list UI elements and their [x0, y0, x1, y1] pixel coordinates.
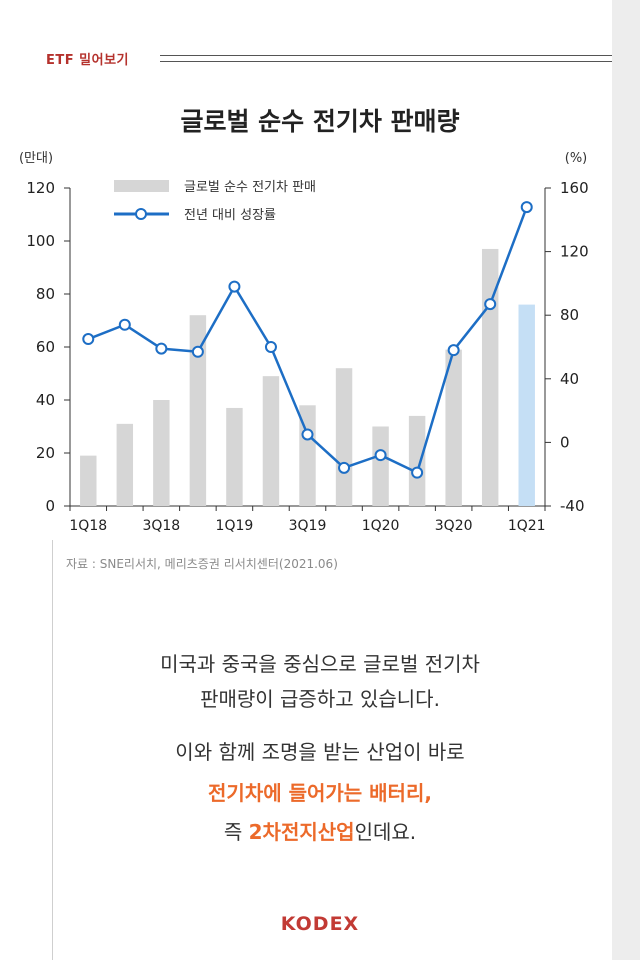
left-tick-label: 20 [36, 444, 55, 462]
legend-bar-label: 글로벌 순수 전기차 판매 [184, 180, 316, 195]
body-line-5: 즉 2차전지산업인데요. [0, 816, 640, 845]
source-note: 자료 : SNE리서치, 메리츠증권 리서치센터(2021.06) [66, 557, 338, 571]
side-strip [612, 0, 640, 960]
right-tick-label: 160 [560, 179, 589, 197]
bar [262, 376, 280, 506]
x-tick-label: 1Q20 [362, 518, 400, 534]
growth-point [118, 318, 131, 331]
chart: (만대) (%) 0 20 40 60 80 100 120 -40 0 40 80 120 160 1Q18… [19, 151, 589, 534]
bar [153, 400, 170, 506]
header-rule [160, 55, 612, 62]
x-tick-label: 3Q19 [289, 518, 327, 534]
bar [116, 423, 134, 506]
right-tick-label: 80 [560, 306, 579, 324]
bar [226, 407, 243, 506]
body-line-3: 이와 함께 조명을 받는 산업이 바로 [175, 740, 465, 764]
growth-point [374, 449, 387, 462]
growth-point [82, 333, 95, 346]
legend-line-marker [135, 208, 147, 220]
growth-point [301, 428, 314, 441]
growth-point [338, 461, 351, 474]
bar [372, 426, 389, 506]
legend-line-label: 전년 대비 성장률 [184, 208, 276, 223]
bar [408, 415, 426, 506]
growth-point [228, 280, 241, 293]
right-tick-label: 120 [560, 243, 589, 261]
divider-line [52, 540, 53, 960]
x-tick-label: 1Q19 [216, 518, 254, 534]
bar [445, 349, 462, 506]
legend-bar-swatch [114, 180, 169, 192]
growth-point [484, 298, 497, 311]
bar [189, 315, 207, 506]
body-line-5-highlight: 2차전지산업 [248, 820, 355, 844]
chart-title: 글로벌 순수 전기차 판매량 [180, 107, 460, 136]
growth-point [191, 345, 204, 358]
left-tick-label: 100 [26, 232, 55, 250]
body-line-5-prefix: 즉 [223, 820, 249, 844]
growth-point [155, 342, 168, 355]
growth-point [520, 201, 533, 214]
x-tick-label: 1Q21 [508, 518, 546, 534]
x-tick-label: 1Q18 [69, 518, 107, 534]
bar [80, 455, 97, 506]
growth-point [447, 344, 460, 357]
x-tick-label: 3Q20 [435, 518, 473, 534]
bar [335, 368, 353, 506]
body-line-2: 판매량이 급증하고 있습니다. [200, 687, 440, 711]
left-tick-label: 60 [36, 338, 55, 356]
x-tick-label: 3Q18 [142, 518, 180, 534]
body-line-1: 미국과 중국을 중심으로 글로벌 전기차 [160, 652, 480, 676]
header-tag: ETF 밀어보기 [46, 53, 129, 68]
left-tick-label: 0 [45, 497, 55, 515]
growth-point [411, 466, 424, 479]
left-axis-unit: (만대) [19, 151, 53, 166]
body-line-5-suffix: 인데요. [354, 820, 417, 844]
kodex-logo: KODEX [280, 913, 360, 935]
left-tick-label: 80 [36, 285, 55, 303]
right-tick-label: -40 [560, 497, 585, 515]
left-tick-label: 120 [26, 179, 55, 197]
left-tick-label: 40 [36, 391, 55, 409]
growth-point [264, 341, 277, 353]
right-axis-unit: (%) [565, 151, 588, 166]
right-tick-label: 40 [560, 370, 579, 388]
bar [481, 248, 499, 506]
body-line-4: 전기차에 들어가는 배터리, [208, 781, 432, 805]
bar [518, 304, 535, 506]
right-tick-label: 0 [560, 433, 570, 451]
